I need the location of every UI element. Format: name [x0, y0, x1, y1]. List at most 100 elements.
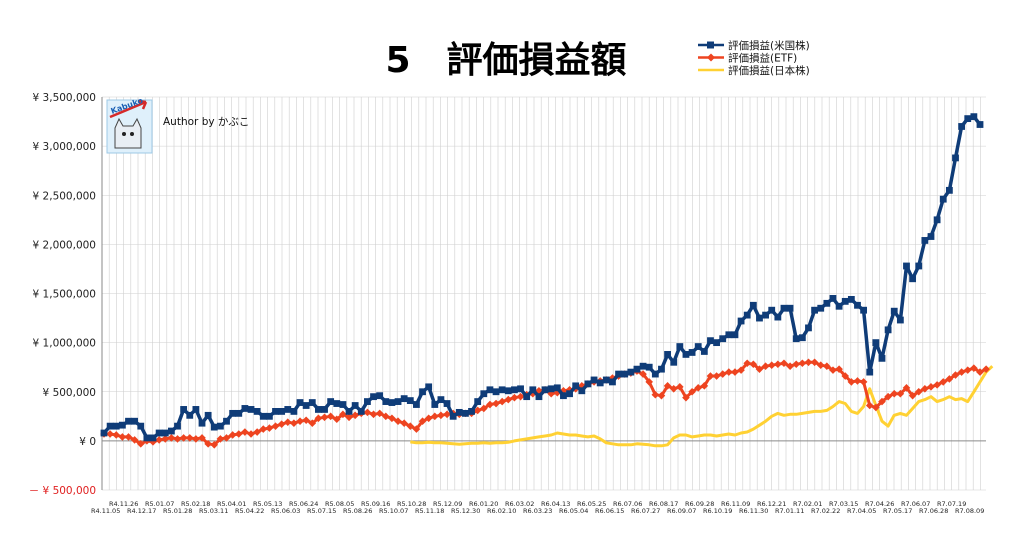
x-tick-label: R5.04.01 [217, 500, 246, 508]
data-point [265, 412, 273, 420]
data-point [792, 360, 801, 369]
data-point [811, 306, 819, 314]
data-point [100, 429, 108, 437]
data-point [915, 262, 923, 270]
x-tick-label: R5.11.18 [415, 507, 444, 515]
data-point [394, 417, 402, 426]
series-0 [100, 113, 984, 442]
data-point [400, 419, 408, 427]
data-point [896, 389, 905, 398]
data-point [939, 195, 947, 203]
data-point [786, 362, 794, 371]
data-point [192, 435, 200, 443]
logo-eye-left [122, 132, 126, 136]
data-point [651, 390, 660, 399]
data-point [517, 385, 524, 393]
data-point [841, 372, 850, 380]
x-tick-label: R6.04.13 [541, 500, 570, 508]
data-point [474, 398, 482, 405]
data-point [180, 406, 188, 413]
data-point [737, 366, 745, 374]
data-point [712, 372, 721, 380]
data-point [400, 395, 408, 403]
data-point [369, 410, 378, 419]
legend-label: 評価損益(米国株) [728, 39, 810, 52]
x-tick-label: R6.06.15 [595, 507, 624, 515]
data-point [798, 334, 806, 342]
data-point [118, 433, 127, 441]
data-point [228, 431, 237, 439]
x-tick-label: R5.08.05 [325, 500, 354, 508]
logo-arrow-icon [109, 99, 148, 119]
data-point [553, 384, 561, 392]
data-point [682, 351, 690, 358]
data-point [743, 359, 752, 368]
data-point [945, 186, 953, 194]
data-point [572, 382, 580, 390]
x-tick-label: R7.04.26 [865, 500, 894, 508]
data-point [860, 306, 868, 314]
data-point [719, 335, 727, 343]
data-point [694, 384, 703, 392]
data-point [431, 401, 439, 408]
x-tick-label: R5.01.07 [145, 500, 174, 508]
x-tick-label: R5.05.13 [253, 500, 282, 508]
data-point [412, 425, 421, 433]
data-point [909, 275, 917, 283]
data-point [903, 262, 910, 270]
data-point [271, 422, 280, 430]
data-point [755, 365, 764, 373]
data-point [357, 408, 365, 415]
data-point [443, 410, 451, 419]
data-point [927, 233, 935, 240]
data-point [865, 401, 874, 410]
data-point [511, 386, 518, 394]
data-point [364, 398, 371, 405]
data-point [547, 385, 555, 393]
data-point [370, 393, 377, 401]
data-point [143, 434, 151, 442]
data-point [149, 438, 157, 446]
data-point [455, 408, 463, 416]
data-point [939, 378, 948, 386]
data-point [118, 421, 126, 429]
data-point [315, 406, 322, 413]
data-point [694, 343, 702, 350]
data-point [927, 383, 935, 391]
data-point [473, 406, 482, 415]
data-point [902, 384, 911, 392]
data-point [853, 377, 862, 385]
data-point [327, 398, 335, 405]
data-point [498, 397, 506, 406]
data-point [247, 430, 255, 438]
data-point [161, 429, 169, 437]
data-point [241, 428, 249, 436]
data-point [204, 440, 212, 448]
data-point [914, 387, 923, 396]
data-point [430, 412, 439, 421]
data-point [381, 412, 390, 421]
data-point [963, 366, 972, 374]
data-point [823, 362, 831, 371]
data-point [492, 388, 500, 396]
y-tick-label: ¥ 3,500,000 [33, 92, 96, 104]
data-point [382, 398, 390, 405]
data-point [424, 414, 433, 423]
x-tick-label: R7.01.11 [775, 507, 804, 515]
data-point [375, 409, 384, 418]
data-point [112, 431, 121, 439]
data-point [651, 370, 659, 378]
data-point [486, 400, 494, 409]
data-point [749, 360, 758, 369]
data-point [222, 434, 231, 442]
data-point [590, 376, 598, 384]
x-tick-label: R5.12.09 [433, 500, 462, 508]
data-point [425, 383, 433, 391]
data-point [253, 408, 261, 415]
data-point [669, 385, 678, 393]
legend-label: 評価損益(ETF) [728, 52, 797, 65]
data-point [854, 301, 861, 309]
data-point [970, 113, 978, 121]
data-point [486, 386, 494, 394]
data-point [780, 359, 788, 368]
